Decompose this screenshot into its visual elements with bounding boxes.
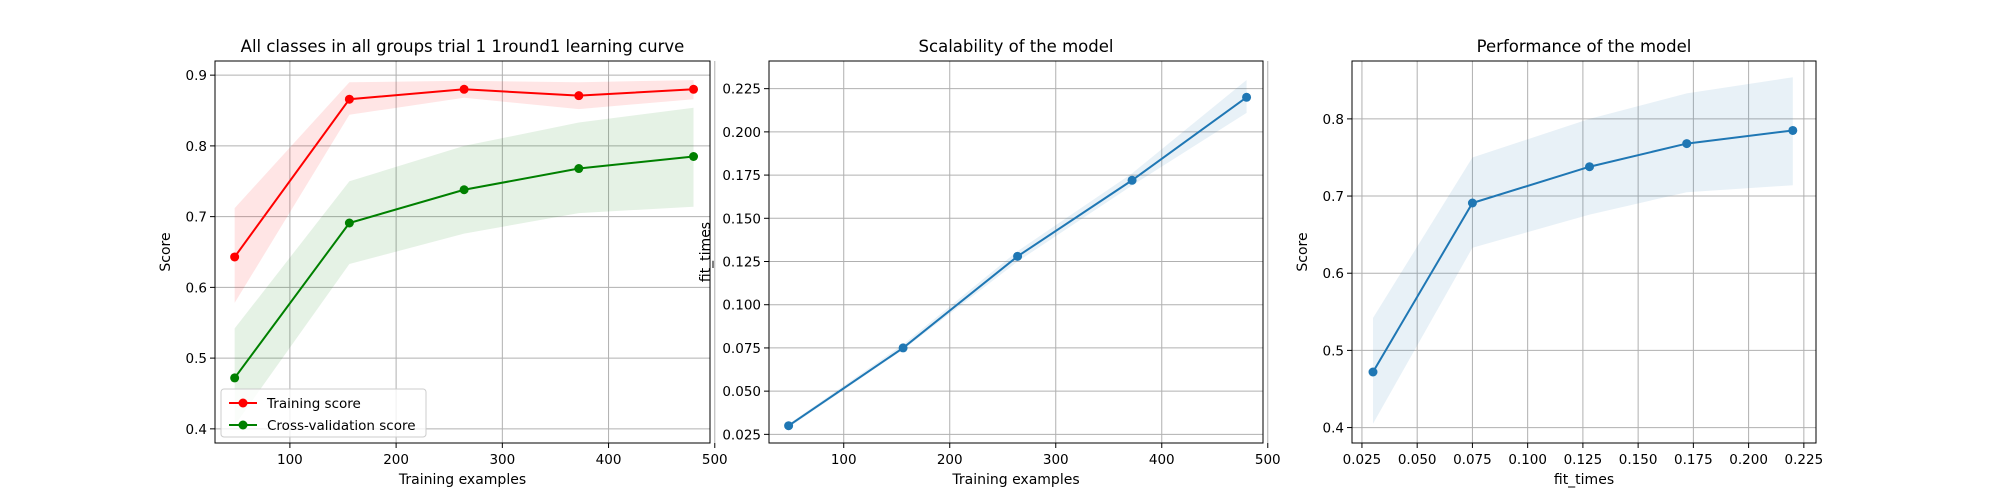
x-tick-label: 0.225 [1785, 452, 1824, 468]
y-axis-label: fit_times [698, 222, 714, 282]
data-point [459, 185, 469, 195]
x-tick-label: 100 [277, 452, 303, 468]
x-axis-label: fit_times [1554, 472, 1614, 488]
data-point [1242, 92, 1252, 102]
y-tick-label: 0.075 [722, 341, 761, 357]
y-tick-label: 0.4 [186, 422, 207, 438]
axes-frame [1351, 60, 1817, 444]
chart-panel-2: 100 200 300 400 500 0.025 0.050 0.075 0.100 0.125… [698, 37, 1281, 488]
x-axis-label: Training examples [951, 472, 1079, 488]
y-tick-label: 0.150 [722, 211, 761, 227]
y-tick-label: 0.125 [722, 255, 761, 271]
y-tick-label: 0.050 [722, 384, 761, 400]
y-tick-label: 0.6 [1323, 266, 1344, 282]
x-tick-label: 0.075 [1453, 452, 1492, 468]
legend-marker [238, 420, 248, 430]
x-tick-label: 200 [383, 452, 409, 468]
data-point [1585, 162, 1595, 172]
y-tick-label: 0.9 [186, 68, 207, 84]
y-tick-label: 0.8 [186, 139, 207, 155]
series-band-1 [1372, 77, 1793, 424]
data-point [1127, 175, 1137, 185]
data-point [230, 373, 240, 383]
x-tick-label: 400 [1149, 452, 1175, 468]
axes-frame [214, 60, 711, 444]
data-point [898, 343, 908, 353]
x-tick-label: 300 [489, 452, 515, 468]
data-point [1013, 251, 1023, 261]
data-point [689, 84, 699, 94]
chart-panel-3: 0.025 0.050 0.075 0.100 0.125 0.150 0.175 0.200… [1295, 37, 1823, 488]
legend-label: Cross-validation score [267, 418, 416, 434]
y-tick-label: 0.100 [722, 298, 761, 314]
legend-marker [238, 398, 248, 408]
y-axis-label: Score [1295, 232, 1311, 271]
x-tick-label: 0.125 [1564, 452, 1603, 468]
y-tick-label: 0.4 [1323, 421, 1344, 437]
y-tick-label: 0.025 [722, 427, 761, 443]
series-band-1 [234, 80, 694, 303]
legend-label: Training score [266, 396, 361, 412]
y-tick-label: 0.7 [1323, 189, 1344, 205]
legend: Training score Cross-validation score [220, 388, 427, 438]
data-point [574, 164, 584, 174]
y-axis-label: Score [158, 232, 174, 271]
axes-frame [768, 60, 1264, 444]
y-tick-label: 0.175 [722, 168, 761, 184]
data-point [784, 421, 794, 431]
x-tick-label: 400 [596, 452, 622, 468]
x-tick-label: 0.200 [1729, 452, 1768, 468]
series-band-2 [234, 107, 694, 426]
chart-title: Scalability of the model [919, 37, 1114, 56]
x-tick-label: 0.150 [1619, 452, 1658, 468]
data-point [574, 91, 584, 101]
data-point [689, 152, 699, 161]
data-point [1368, 367, 1378, 377]
x-tick-label: 0.175 [1674, 452, 1713, 468]
x-tick-label: 0.025 [1343, 452, 1382, 468]
chart-title: Performance of the model [1477, 37, 1692, 56]
y-tick-label: 0.6 [186, 280, 207, 296]
legend-box [220, 388, 427, 438]
data-point [1467, 198, 1477, 208]
x-tick-label: 500 [702, 452, 728, 468]
x-axis-label: Training examples [398, 472, 526, 488]
data-point [1788, 125, 1798, 135]
x-tick-label: 0.050 [1398, 452, 1437, 468]
x-tick-label: 200 [937, 452, 963, 468]
x-tick-label: 500 [1255, 452, 1281, 468]
y-tick-label: 0.225 [722, 82, 761, 98]
data-point [230, 252, 240, 262]
data-point [344, 218, 354, 228]
data-point [459, 84, 469, 94]
y-tick-label: 0.7 [186, 210, 207, 226]
chart-title: All classes in all groups trial 1 1round… [241, 37, 685, 56]
x-tick-label: 100 [831, 452, 857, 468]
x-tick-label: 0.100 [1508, 452, 1547, 468]
y-tick-label: 0.5 [1323, 343, 1344, 359]
chart-panel-1: 100 200 300 400 500 0.4 0.5 0.6 0.7 0.8 0.9 All cla… [158, 37, 728, 488]
x-tick-label: 300 [1043, 452, 1069, 468]
data-point [344, 94, 354, 104]
data-point [1682, 139, 1692, 149]
y-tick-label: 0.8 [1323, 112, 1344, 128]
y-tick-label: 0.5 [186, 351, 207, 367]
y-tick-label: 0.200 [722, 125, 761, 141]
